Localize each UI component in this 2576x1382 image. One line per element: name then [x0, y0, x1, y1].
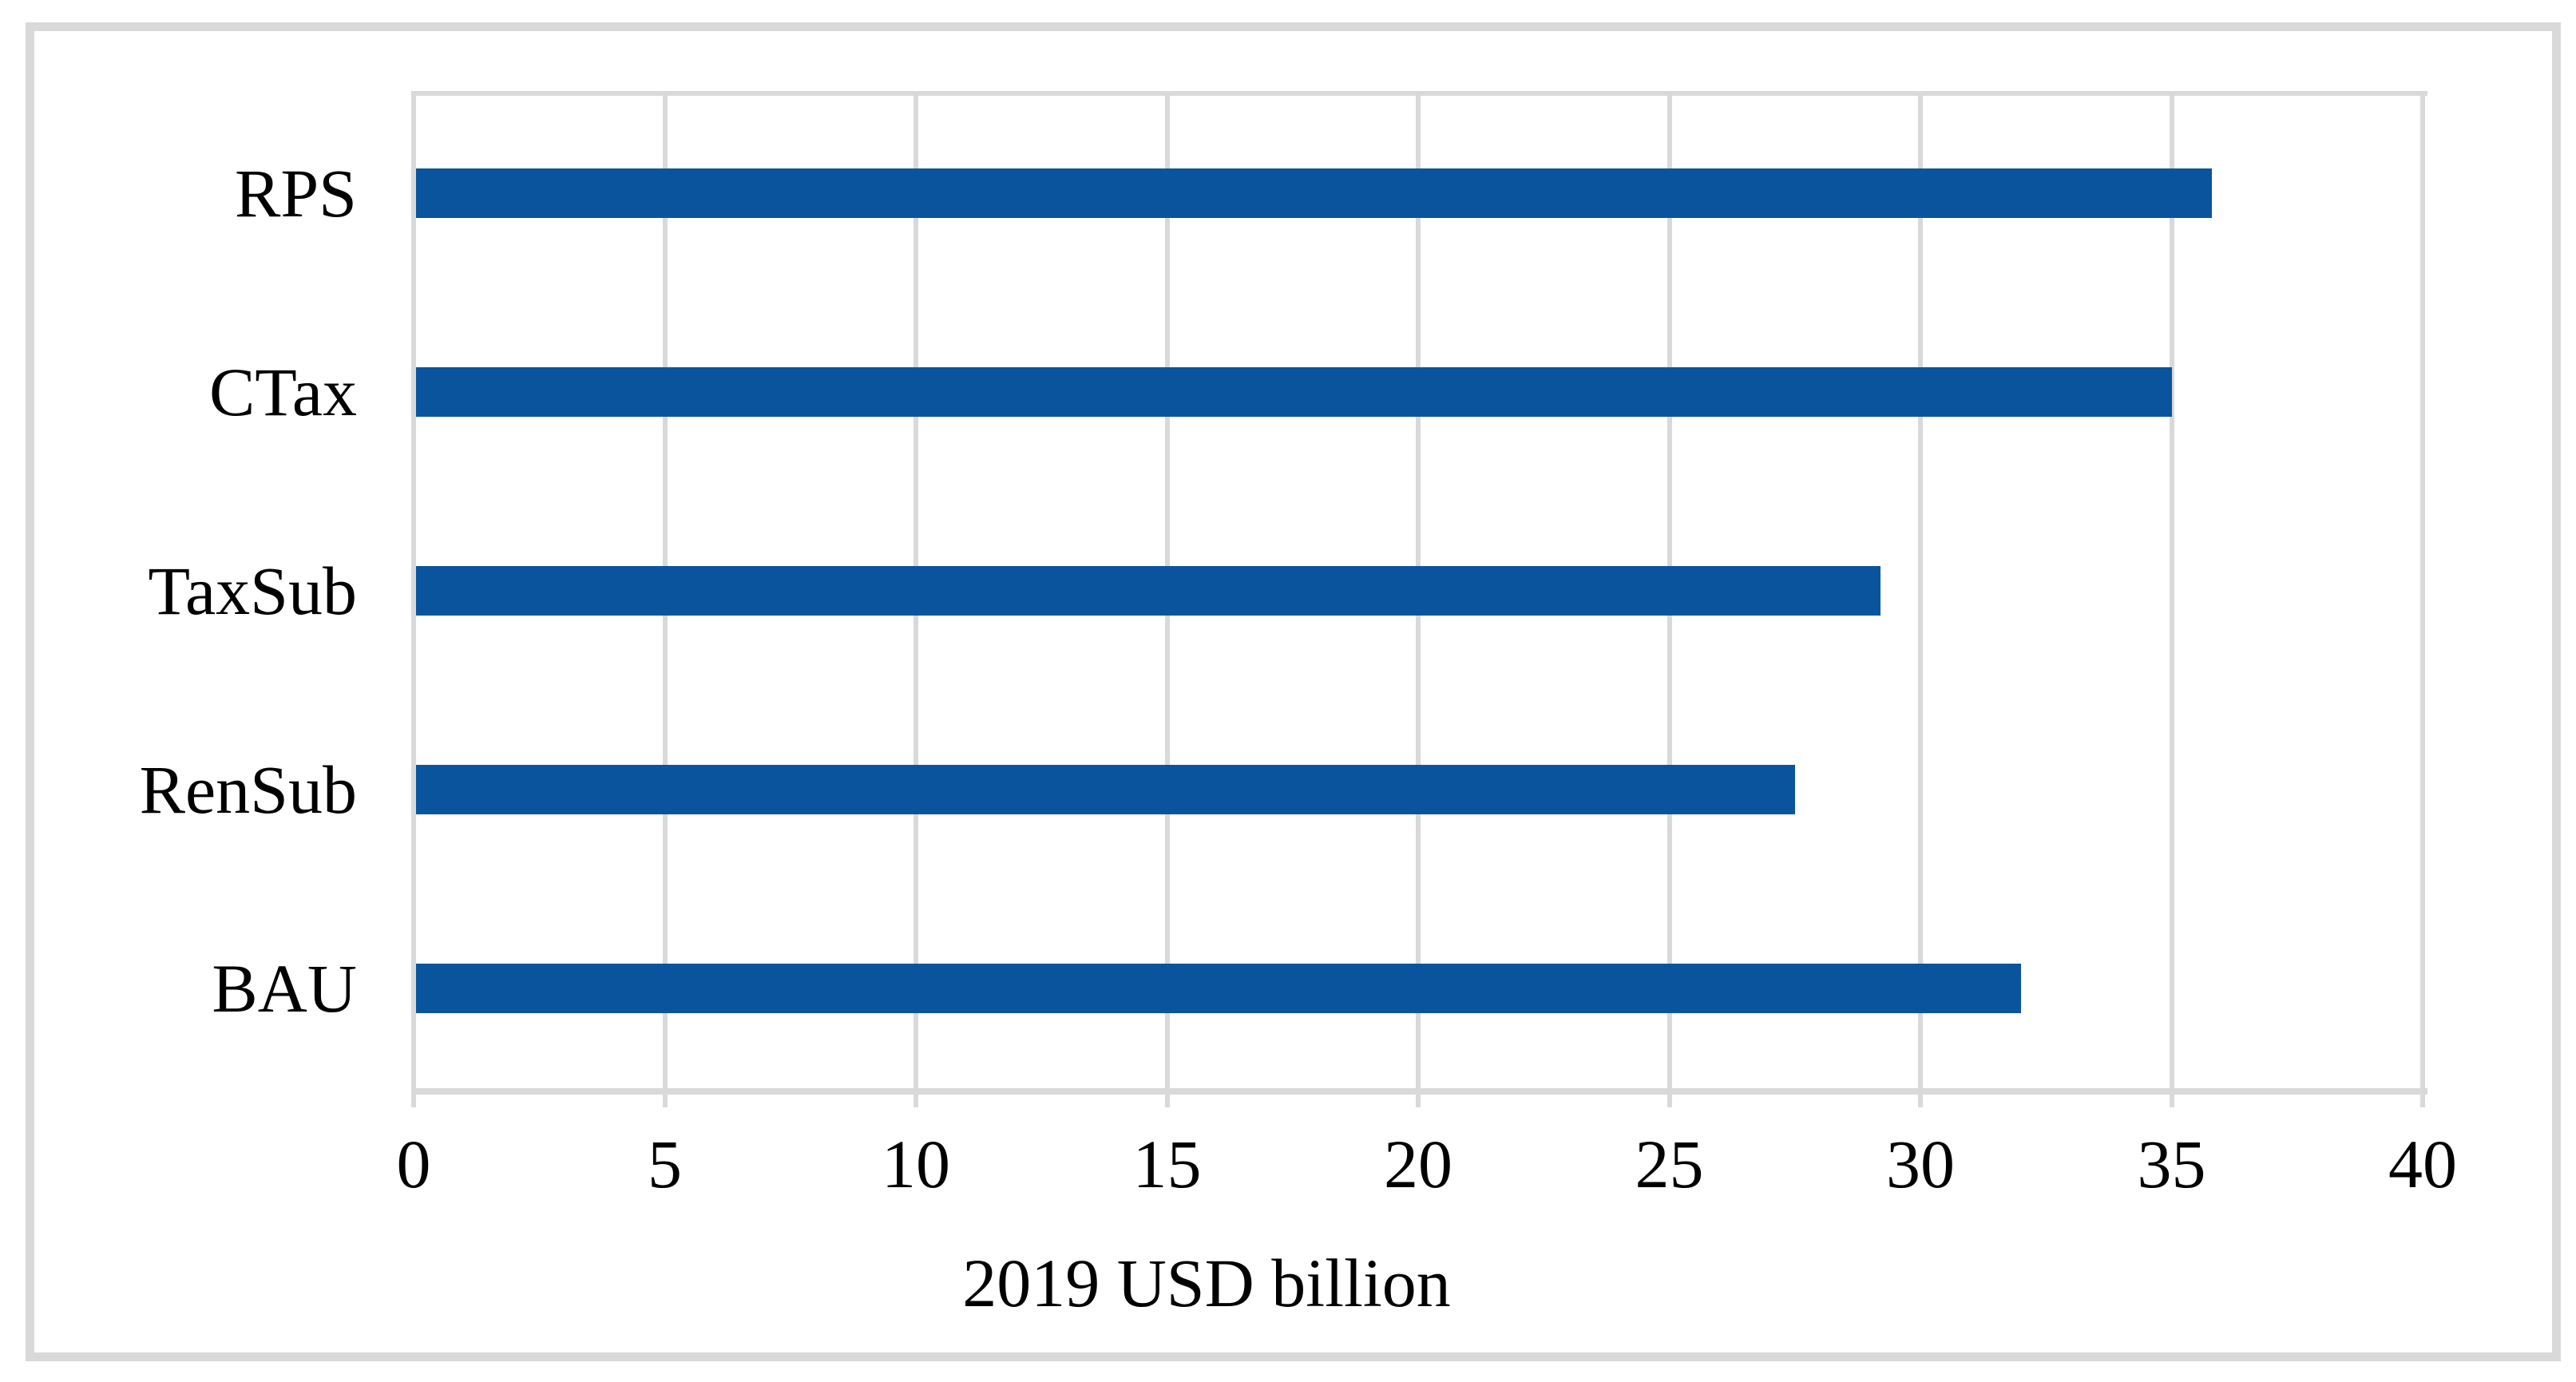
x-tick-label-15: 15: [1132, 1126, 1202, 1202]
x-axis-title: 2019 USD billion: [962, 1245, 1451, 1321]
bar-CTax: [416, 366, 2172, 417]
x-tick-label-0: 0: [396, 1126, 431, 1202]
x-tick-label-30: 30: [1886, 1126, 1955, 1202]
bar-RPS: [416, 168, 2212, 218]
x-tick-label-35: 35: [2137, 1126, 2206, 1202]
y-category-label-TaxSub: TaxSub: [148, 552, 357, 629]
x-tick-label-10: 10: [882, 1126, 950, 1202]
y-category-label-RenSub: RenSub: [139, 751, 357, 829]
x-tick-label-40: 40: [2388, 1126, 2457, 1202]
y-category-label-RPS: RPS: [234, 154, 357, 232]
x-tick-label-20: 20: [1384, 1126, 1452, 1202]
gridline-x-30: [1918, 93, 1923, 1107]
y-category-label-BAU: BAU: [212, 950, 357, 1028]
y-category-label-CTax: CTax: [208, 353, 357, 430]
chart-outer-frame: [26, 22, 2561, 1361]
gridline-x-35: [2169, 93, 2174, 1107]
bar-BAU: [416, 964, 2021, 1014]
bar-RenSub: [416, 765, 1795, 815]
x-tick-label-5: 5: [648, 1126, 682, 1202]
gridline-x-40: [2420, 93, 2425, 1107]
gridline-x-0: [411, 93, 416, 1107]
x-tick-label-25: 25: [1635, 1126, 1704, 1202]
bar-TaxSub: [416, 566, 1880, 616]
